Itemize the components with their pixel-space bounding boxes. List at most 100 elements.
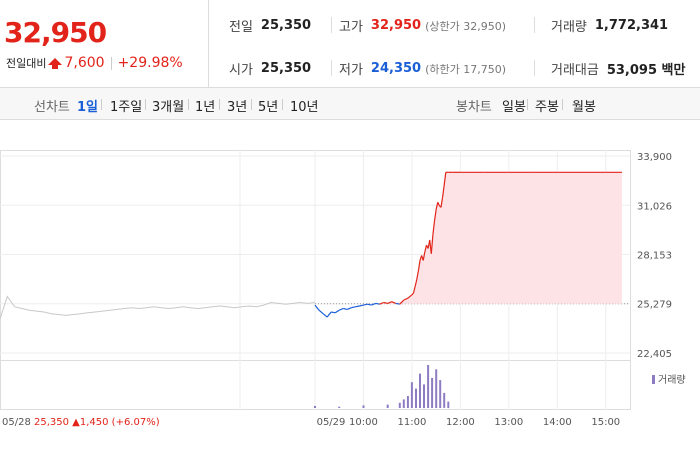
volume-bar xyxy=(410,382,413,408)
divider xyxy=(534,60,535,76)
series-today-segment xyxy=(437,202,440,206)
tab-10y[interactable]: 10년 xyxy=(290,100,319,115)
series-today-segment xyxy=(433,209,437,222)
divider xyxy=(110,56,112,70)
volume-bar xyxy=(447,401,450,409)
stat-volume: 거래량 1,772,341 xyxy=(551,16,668,35)
y-tick-label: 22,405 xyxy=(637,349,672,360)
volume-bar xyxy=(431,377,434,408)
upper-limit: (상한가 32,950) xyxy=(425,19,507,33)
up-arrow-icon xyxy=(48,57,63,69)
divider xyxy=(188,99,189,110)
divider xyxy=(145,99,146,110)
series-today-segment xyxy=(359,304,364,307)
series-today-segment xyxy=(322,313,328,318)
volume-bar xyxy=(435,369,438,408)
x-tick-label: 15:00 xyxy=(591,417,620,428)
series-today-fill xyxy=(375,172,622,304)
x-tick-label: 13:00 xyxy=(494,417,523,428)
volume-legend-swatch xyxy=(652,375,655,384)
prev-day-date: 05/28 xyxy=(2,417,34,428)
divider xyxy=(527,99,528,110)
series-today-segment xyxy=(412,286,416,294)
stat-value: 25,350 xyxy=(260,18,312,33)
stat-value: 1,772,341 xyxy=(594,18,669,33)
y-tick-label: 25,279 xyxy=(637,300,672,311)
divider xyxy=(282,99,283,110)
series-today-segment xyxy=(331,311,336,314)
lower-limit: (하한가 17,750) xyxy=(425,62,507,76)
volume-bar xyxy=(443,392,446,408)
tab-daily[interactable]: 일봉 xyxy=(502,100,526,115)
series-today-segment xyxy=(442,185,445,198)
series-today-segment xyxy=(379,301,384,305)
tab-monthly[interactable]: 월봉 xyxy=(572,100,596,115)
stat-value: 53,095 백만 xyxy=(606,63,686,78)
stat-label: 시가 xyxy=(229,63,253,78)
stat-open: 시가 25,350 xyxy=(229,59,311,78)
stats-grid: 전일 25,350 고가 32,950 (상한가 32,950) 거래량 1,7… xyxy=(208,0,700,88)
series-today-segment xyxy=(371,302,376,306)
divider xyxy=(219,99,220,110)
y-tick-label: 31,026 xyxy=(637,201,672,212)
prev-day-change: 25,350 ▲1,450 (+6.07%) xyxy=(34,417,160,428)
series-today-segment xyxy=(422,251,426,261)
tab-weekly[interactable]: 주봉 xyxy=(535,100,559,115)
tab-3y[interactable]: 3년 xyxy=(227,100,248,115)
stat-high: 고가 32,950 (상한가 32,950) xyxy=(339,16,506,35)
change-percent: +29.98% xyxy=(117,55,183,71)
volume-bar xyxy=(398,402,401,408)
stat-label: 거래대금 xyxy=(551,63,599,78)
series-today-segment xyxy=(318,309,324,315)
tab-1y[interactable]: 1년 xyxy=(195,100,216,115)
volume-bar xyxy=(427,365,430,408)
series-today-segment xyxy=(432,221,436,235)
volume-legend: 거래량 xyxy=(658,374,686,386)
series-today-segment xyxy=(355,305,360,308)
stat-value: 24,350 xyxy=(370,61,422,76)
tab-5y[interactable]: 5년 xyxy=(258,100,279,115)
chart-marks xyxy=(0,171,630,409)
x-tick-label: 12:00 xyxy=(446,417,475,428)
tab-1d[interactable]: 1일 xyxy=(77,100,99,115)
series-today-segment xyxy=(395,302,400,305)
stat-label: 고가 xyxy=(339,20,363,35)
series-today-segment xyxy=(424,244,428,253)
tab-3m[interactable]: 3개월 xyxy=(152,100,185,115)
divider xyxy=(251,99,252,110)
stat-label: 전일 xyxy=(229,20,253,35)
volume-bar xyxy=(386,404,389,408)
x-tick-label: 14:00 xyxy=(543,417,572,428)
series-today-segment xyxy=(440,197,444,208)
volume-bar xyxy=(402,399,405,408)
divider xyxy=(534,17,535,33)
price-chart: 33,900 31,026 28,153 25,279 22,405 05/29 10:00… xyxy=(0,150,686,428)
divider xyxy=(562,99,563,110)
series-today-segment xyxy=(363,303,368,306)
volume-bar xyxy=(338,406,341,408)
series-today-segment xyxy=(347,307,352,310)
price-header: 32,950 전일대비 7,600 +29.98% 전일 25,350 고가 3… xyxy=(0,0,700,88)
chart-ticks: 33,900 31,026 28,153 25,279 22,405 05/29 10:00… xyxy=(2,152,686,428)
prev-day-info: 05/28 25,350 ▲1,450 (+6.07%) xyxy=(2,417,160,428)
stat-label: 저가 xyxy=(339,63,363,78)
series-today-segment xyxy=(334,309,340,314)
change-amount: 7,600 xyxy=(64,55,105,71)
series-today-segment xyxy=(399,299,405,305)
stat-value: 25,350 xyxy=(260,61,312,76)
chart-tabbar: 선차트 1일 1주일 3개월 1년 3년 5년 10년 봉차트 일봉 주봉 월봉 xyxy=(0,88,700,120)
series-today-segment xyxy=(417,260,421,271)
series-today-segment xyxy=(338,307,344,311)
series-today-segment xyxy=(443,172,447,186)
volume-bar xyxy=(415,388,417,408)
divider xyxy=(331,17,332,33)
volume-bar xyxy=(419,373,421,408)
series-today-segment xyxy=(403,297,409,301)
stat-label: 거래량 xyxy=(551,20,587,35)
tab-1w[interactable]: 1주일 xyxy=(110,100,143,115)
x-tick-label: 10:00 xyxy=(349,417,378,428)
series-today-segment xyxy=(351,306,356,309)
stat-low: 저가 24,350 (하한가 17,750) xyxy=(339,59,506,78)
volume-bar xyxy=(423,384,425,409)
stat-prev-close: 전일 25,350 xyxy=(229,16,311,35)
